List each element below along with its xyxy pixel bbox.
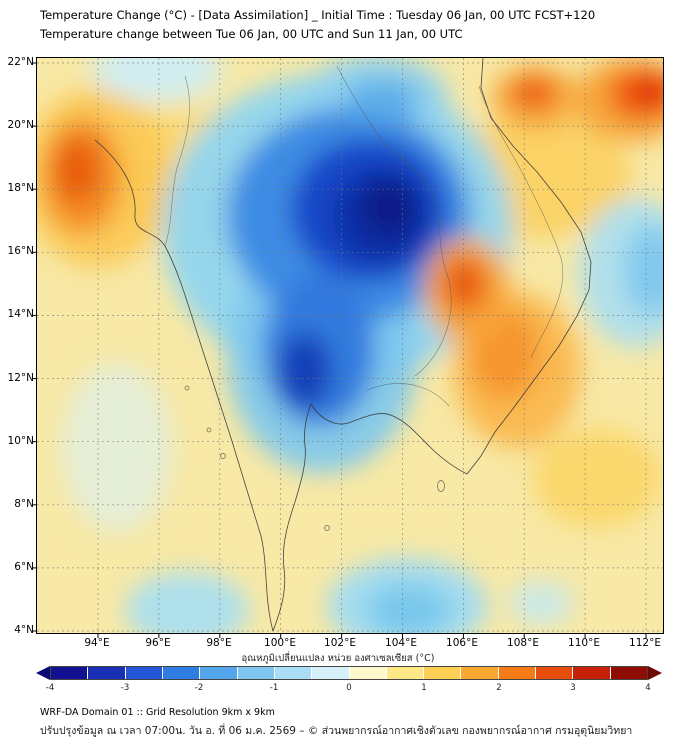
colorbar-segment bbox=[125, 667, 162, 679]
lat-tick-label: 18°N bbox=[7, 182, 34, 194]
colorbar-segment bbox=[461, 667, 498, 679]
lon-tick-label: 100°E bbox=[264, 637, 296, 649]
gridlines bbox=[37, 58, 663, 633]
colorbar-left-arrow bbox=[36, 666, 50, 680]
page-title: Temperature Change (°C) - [Data Assimila… bbox=[40, 8, 596, 22]
lat-tick-label: 8°N bbox=[14, 498, 34, 510]
coastlines bbox=[94, 58, 592, 632]
colorbar-tick-label: 2 bbox=[496, 683, 502, 693]
lon-tick-label: 96°E bbox=[145, 637, 171, 649]
colorbar-tick-label: -1 bbox=[269, 683, 279, 693]
page-subtitle: Temperature change between Tue 06 Jan, 0… bbox=[40, 27, 463, 41]
colorbar-segment bbox=[536, 667, 573, 679]
colorbar-segment bbox=[162, 667, 200, 679]
colorbar-segment bbox=[274, 667, 312, 679]
lat-tick-label: 4°N bbox=[14, 624, 34, 636]
colorbar-tick-label: 1 bbox=[421, 683, 427, 693]
lon-tick-label: 94°E bbox=[84, 637, 110, 649]
footer-credit: ปรับปรุงข้อมูล ณ เวลา 07:00น. วัน อ. ที่… bbox=[40, 725, 633, 737]
lon-tick-label: 110°E bbox=[568, 637, 600, 649]
colorbar-segment bbox=[51, 667, 88, 679]
lat-tick-label: 12°N bbox=[7, 372, 34, 384]
colorbar-segment bbox=[386, 667, 424, 679]
colorbar-segment bbox=[349, 667, 386, 679]
colorbar-segment bbox=[573, 667, 610, 679]
lon-tick-label: 108°E bbox=[507, 637, 539, 649]
lat-tick-label: 20°N bbox=[7, 119, 34, 131]
colorbar-segment bbox=[237, 667, 274, 679]
map-frame bbox=[32, 57, 664, 638]
lat-tick-label: 10°N bbox=[7, 435, 34, 447]
lat-tick-label: 16°N bbox=[7, 245, 34, 257]
lon-tick-label: 104°E bbox=[385, 637, 417, 649]
colorbar-right-arrow bbox=[648, 666, 662, 680]
colorbar-tick-label: -4 bbox=[45, 683, 55, 693]
colorbar-segment bbox=[312, 667, 349, 679]
lon-tick-label: 106°E bbox=[446, 637, 478, 649]
colorbar-segment bbox=[498, 667, 536, 679]
lon-tick-label: 102°E bbox=[324, 637, 356, 649]
lat-tick-label: 22°N bbox=[7, 56, 34, 68]
colorbar-tick-label: 3 bbox=[570, 683, 576, 693]
colorbar-tick-label: 4 bbox=[645, 683, 651, 693]
colorbar-segment bbox=[424, 667, 461, 679]
colorbar-tick-label: -3 bbox=[120, 683, 130, 693]
temperature-field bbox=[37, 58, 663, 633]
colorbar-segment bbox=[88, 667, 125, 679]
colorbar bbox=[36, 666, 662, 680]
lon-tick-label: 112°E bbox=[629, 637, 661, 649]
colorbar-tick-label: 0 bbox=[346, 683, 352, 693]
colorbar-label: อุณหภูมิเปลี่ยนแปลง หน่วย องศาเซลเซียส (… bbox=[241, 653, 435, 664]
lon-tick-label: 98°E bbox=[206, 637, 232, 649]
colorbar-segment bbox=[200, 667, 237, 679]
colorbar-segments bbox=[50, 666, 648, 680]
islands bbox=[184, 385, 445, 531]
footer-domain-info: WRF-DA Domain 01 :: Grid Resolution 9km … bbox=[40, 707, 275, 718]
lat-tick-label: 14°N bbox=[7, 308, 34, 320]
colorbar-segment bbox=[610, 667, 647, 679]
colorbar-tick-label: -2 bbox=[194, 683, 204, 693]
map-canvas bbox=[32, 58, 663, 638]
lat-tick-label: 6°N bbox=[14, 561, 34, 573]
axis-ticks bbox=[32, 62, 647, 638]
